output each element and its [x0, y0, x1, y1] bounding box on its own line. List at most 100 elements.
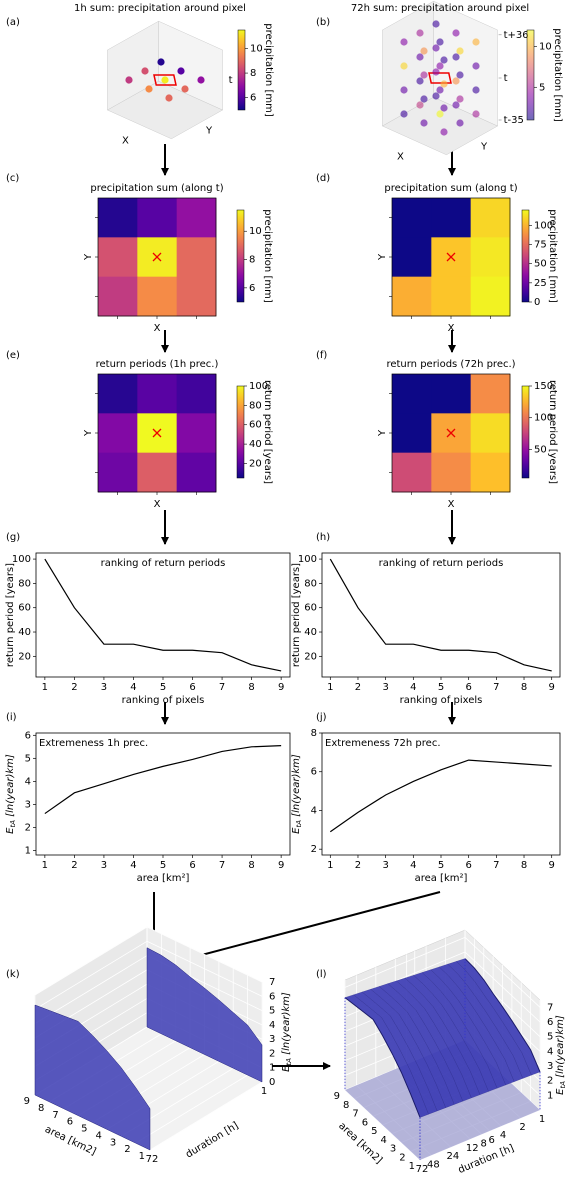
z-tick-label: t-35	[504, 115, 524, 126]
point	[440, 128, 448, 136]
x-axis-label: area [km²]	[137, 873, 190, 884]
x-axis-label: ranking of pixels	[400, 695, 483, 706]
duration-tick-label: 24	[446, 1151, 459, 1162]
point	[432, 92, 440, 100]
point	[416, 53, 424, 61]
area-tick-label: 5	[371, 1126, 377, 1137]
area-tick-label: 3	[390, 1144, 396, 1155]
y-tick-label: 60	[18, 603, 31, 614]
frame	[35, 732, 291, 856]
y-tick-label: 8	[311, 728, 317, 739]
y-tick-label: 60	[304, 603, 317, 614]
grid-line	[149, 1081, 263, 1151]
y-tick-label: 2	[311, 844, 317, 855]
heatmap-cell	[470, 198, 511, 238]
x-tick-label: 8	[521, 682, 527, 693]
heatmap-cell	[470, 276, 511, 317]
point	[452, 77, 460, 85]
y-axis-label: Y	[205, 125, 213, 136]
area-tick-label: 1	[139, 1151, 145, 1162]
y-axis-label-symbol: E	[291, 827, 302, 834]
heatmap-cell	[392, 413, 432, 454]
area-tick-label: 5	[81, 1124, 87, 1135]
colorbar-tick-label: 8	[249, 255, 255, 266]
x-tick-label: 5	[438, 860, 444, 871]
center-pixel	[428, 72, 452, 84]
duration-tick-label: 1	[261, 1086, 267, 1097]
x-tick-label: 5	[438, 682, 444, 693]
point	[432, 20, 440, 28]
point	[472, 38, 480, 46]
y-axis-label: Y	[377, 253, 388, 261]
heatmap-cell	[176, 276, 217, 317]
x-tick-label: 3	[101, 682, 107, 693]
panel-label: (a)	[6, 17, 20, 28]
colorbar-tick-label: 60	[249, 420, 262, 431]
heatmap-cell	[137, 198, 178, 238]
area-tick-label: 9	[334, 1091, 340, 1102]
area-tick-label: 6	[362, 1117, 368, 1128]
area-tick-label: 2	[399, 1152, 405, 1163]
z-tick-label: 0	[269, 1077, 275, 1088]
point	[440, 104, 448, 112]
point	[400, 110, 408, 118]
duration-tick-label: 6	[489, 1135, 495, 1146]
line	[44, 558, 282, 672]
point	[436, 86, 444, 94]
point	[197, 76, 205, 84]
point	[452, 101, 460, 109]
colorbar-tick-label: 10	[250, 43, 263, 54]
x-tick-label: 3	[382, 860, 388, 871]
center-marker	[152, 428, 162, 438]
heatmap-cell	[176, 452, 217, 493]
z-tick-label: 7	[547, 1002, 553, 1013]
x-axis-label: X	[448, 499, 455, 510]
y-axis-label: duration [h]	[184, 1120, 241, 1160]
colorbar	[236, 385, 245, 479]
surface-slab	[34, 1004, 151, 1151]
heatmap-cell	[392, 198, 432, 238]
area-tick-label: 8	[343, 1100, 349, 1111]
z-axis-label-symbol: E	[281, 1065, 292, 1072]
area-tick-label: 8	[38, 1103, 44, 1114]
heatmap-cell	[98, 452, 138, 493]
y-tick-label: 40	[304, 627, 317, 638]
x-tick-label: 1	[42, 682, 48, 693]
heatmap-cell	[470, 374, 511, 414]
heatmap-cell	[176, 198, 217, 238]
colorbar-tick-label: 10	[249, 226, 262, 237]
area-tick-label: 3	[110, 1137, 116, 1148]
y-axis-label: Y	[480, 141, 488, 152]
column-title: 1h sum: precipitation around pixel	[74, 3, 246, 14]
y-axis-label-unit: [ln(year)km]	[291, 754, 302, 820]
colorbar-label: precipitation [mm]	[552, 28, 563, 122]
colorbar-label: return period [years]	[262, 380, 273, 484]
panel-label: (l)	[316, 969, 327, 980]
x-tick-label: 7	[219, 682, 225, 693]
y-tick-label: 100	[12, 554, 31, 565]
y-axis-label: return period [years]	[5, 563, 16, 667]
x-tick-label: 8	[248, 682, 254, 693]
area-tick-label: 2	[124, 1144, 130, 1155]
colorbar-tick-label: 5	[539, 82, 545, 93]
y-tick-label: 6	[25, 730, 31, 741]
panel-title: Extremeness 1h prec.	[39, 738, 148, 749]
point	[420, 119, 428, 127]
y-axis-label: Y	[83, 253, 94, 261]
z-tick-label: 1	[547, 1090, 553, 1101]
y-axis-label: return period [years]	[291, 563, 302, 667]
duration-tick-label: 48	[427, 1159, 440, 1170]
y-axis-label: Y	[377, 429, 388, 437]
line	[329, 558, 552, 672]
point	[452, 29, 460, 37]
y-tick-label: 20	[18, 651, 31, 662]
z-tick-label: 5	[269, 1006, 275, 1017]
point	[165, 94, 173, 102]
colorbar-tick-label: 10	[539, 41, 552, 52]
panel-label: (i)	[6, 712, 17, 723]
x-tick-label: 4	[410, 682, 416, 693]
area-tick-label: 6	[67, 1117, 73, 1128]
area-tick-label: 4	[96, 1130, 102, 1141]
line	[329, 759, 552, 833]
colorbar-tick-label: 100	[249, 381, 268, 392]
